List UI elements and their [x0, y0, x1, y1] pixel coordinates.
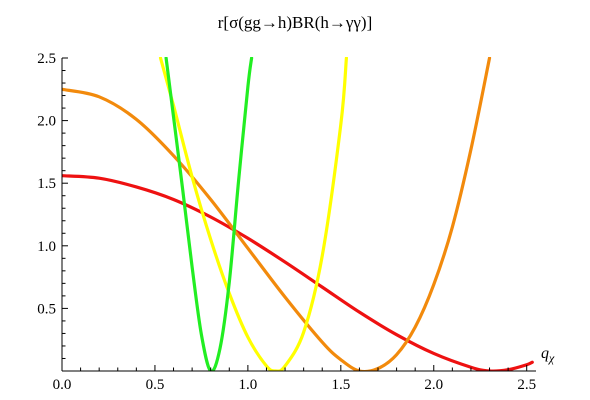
curves	[62, 57, 534, 371]
y-ticks: 0.5 1.0 1.5 2.0 2.5	[37, 51, 68, 359]
y-tick-label: 2.0	[37, 114, 56, 130]
chart-title: r[σ(gg→h)BR(h→γγ)]	[218, 13, 373, 32]
y-tick-label: 2.5	[37, 51, 56, 67]
series-line-1	[62, 174, 534, 371]
y-tick-label: 1.0	[37, 239, 56, 255]
y-tick-label: 1.5	[37, 176, 56, 192]
series-line-4	[164, 57, 254, 371]
series-line-2	[62, 57, 492, 371]
x-tick-label: 2.0	[424, 377, 443, 393]
x-axis-title-main: q	[541, 345, 549, 362]
x-axis-title: qχ	[541, 345, 555, 365]
x-tick-label: 1.5	[331, 377, 350, 393]
x-tick-label: 1.0	[239, 377, 258, 393]
x-tick-label: 2.5	[517, 377, 536, 393]
x-tick-label: 0.5	[146, 377, 165, 393]
x-ticks: 0.0 0.5 1.0 1.5 2.0 2.5	[53, 365, 536, 393]
y-tick-label: 0.5	[37, 301, 56, 317]
x-axis-title-subscript: χ	[548, 351, 555, 365]
x-tick-label: 0.0	[53, 377, 72, 393]
series-line-3	[158, 57, 348, 371]
